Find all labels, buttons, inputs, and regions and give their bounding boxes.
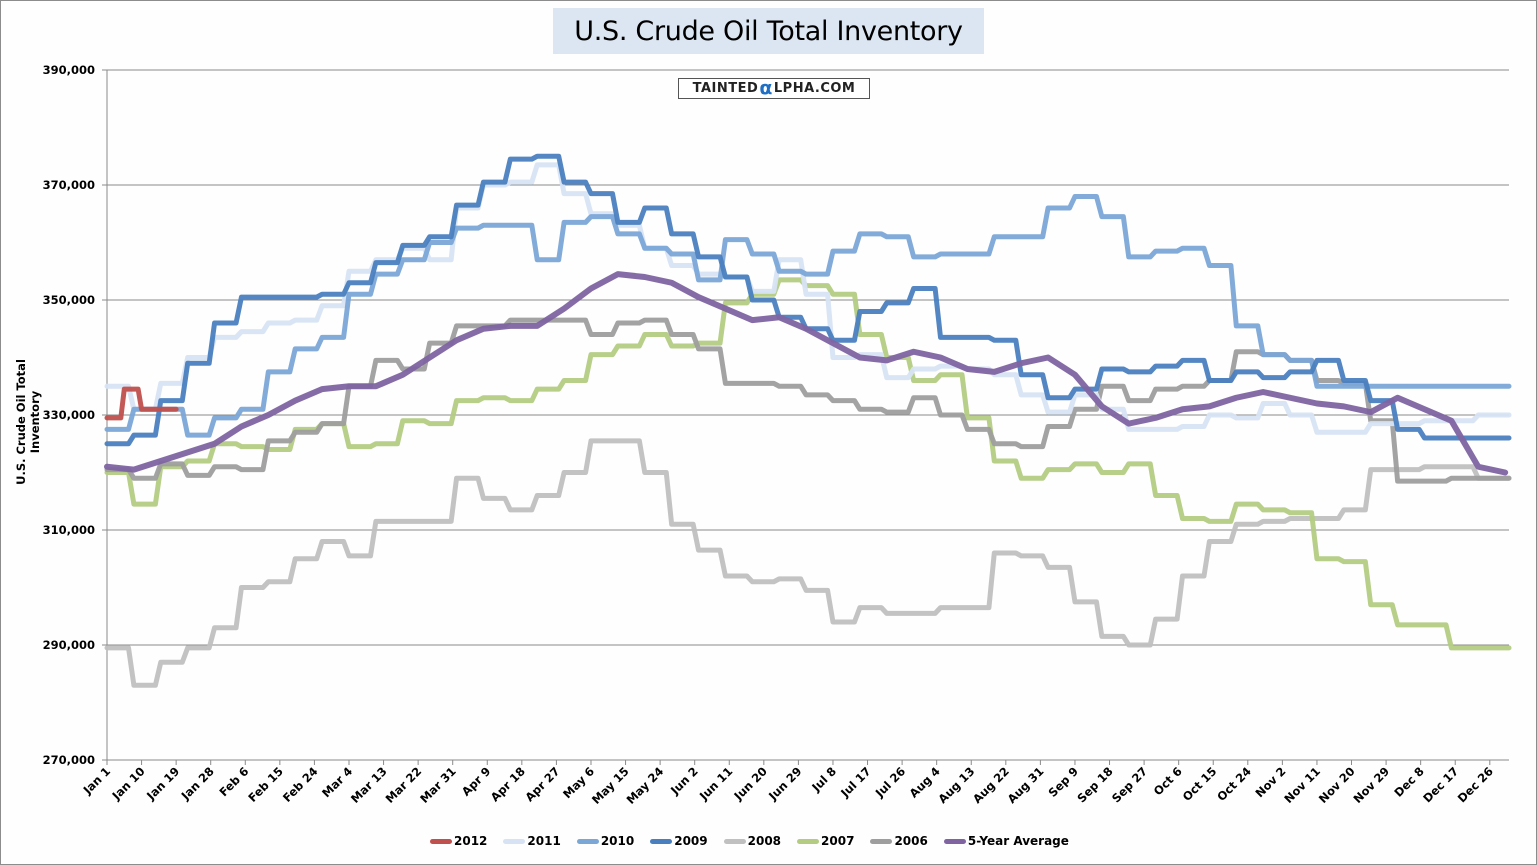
legend-swatch	[650, 838, 673, 844]
y-tick-label: 370,000	[43, 178, 95, 192]
y-tick-labels: 270,000 290,000 310,000 330,000 350,000 370,0…	[43, 63, 95, 767]
legend-label: 2006	[894, 834, 928, 848]
x-tick-label: Jul 8	[808, 764, 839, 795]
y-tick-label: 270,000	[43, 753, 95, 767]
legend-item: 2012	[430, 834, 487, 848]
x-tick-label: Jan 28	[178, 764, 217, 803]
legend-label: 2010	[600, 834, 635, 848]
x-tick-label: Mar 31	[417, 764, 459, 806]
x-tick-label: Jul 17	[837, 764, 873, 800]
legend-label: 2012	[454, 834, 488, 848]
legend-item: 2010	[576, 834, 635, 848]
y-tick-label: 350,000	[43, 293, 95, 307]
x-tick-label: Nov 11	[1281, 764, 1323, 806]
logo-text-left: TAINTED	[692, 81, 759, 96]
axes	[102, 69, 1509, 765]
legend-swatch	[576, 838, 599, 844]
y-tick-label: 310,000	[43, 523, 95, 537]
x-tick-label: Mar 13	[348, 764, 390, 806]
x-tick-label: May 15	[589, 764, 632, 807]
series-line-2010	[104, 194, 1512, 438]
legend-item: 2007	[797, 834, 854, 848]
x-tick-label: Jun 11	[696, 764, 735, 803]
logo-text-right: LPHA.COM	[773, 81, 856, 96]
legend-swatch	[797, 838, 820, 844]
series-layer	[104, 153, 1512, 688]
x-tick-label: Sep 18	[1074, 764, 1115, 805]
chart-title-box: U.S. Crude Oil Total Inventory	[553, 8, 984, 54]
legend-item: 2011	[503, 834, 561, 848]
x-tick-label: Aug 31	[1005, 764, 1047, 806]
x-tick-label: Dec 26	[1455, 764, 1496, 805]
legend-swatch	[723, 838, 746, 844]
x-tick-label: Aug 13	[935, 764, 977, 806]
x-tick-label: Nov 20	[1316, 764, 1358, 806]
alpha-icon: α	[759, 77, 773, 99]
legend-label: 5-Year Average	[967, 834, 1069, 848]
legend-item: 2008	[723, 834, 782, 848]
x-tick-label: Apr 27	[522, 764, 562, 804]
x-tick-label: Jan 19	[143, 764, 182, 803]
x-tick-label: Nov 29	[1350, 764, 1392, 806]
x-tick-label: May 24	[624, 764, 667, 807]
watermark-logo: TAINTED α LPHA.COM	[678, 78, 870, 99]
x-tick-label: Apr 18	[488, 764, 528, 804]
x-tick-label: Oct 15	[1180, 764, 1220, 804]
legend-item: 5-Year Average	[943, 834, 1069, 848]
legend-label: 2008	[747, 834, 782, 848]
series-line-2008	[104, 438, 1512, 688]
legend-swatch	[430, 838, 452, 844]
x-tick-label: Dec 17	[1420, 764, 1461, 805]
x-tick-label: Feb 24	[280, 764, 321, 805]
y-tick-label: 330,000	[43, 408, 95, 422]
y-tick-label: 290,000	[43, 638, 95, 652]
y-tick-label: 390,000	[43, 63, 95, 77]
legend-swatch	[943, 838, 966, 844]
series-line-2012	[104, 386, 179, 421]
x-tick-label: Oct 24	[1214, 764, 1254, 804]
x-tick-label: Jan 10	[109, 764, 148, 803]
x-tick-label: Aug 22	[970, 764, 1012, 806]
series-line-5-year-average	[104, 271, 1509, 476]
x-tick-label: Jun 20	[731, 764, 770, 803]
legend-swatch	[503, 838, 526, 844]
x-tick-label: Mar 22	[383, 764, 425, 806]
x-tick-label: Sep 27	[1109, 764, 1150, 805]
x-tick-label: Jul 26	[872, 764, 908, 800]
series-line-2009	[104, 153, 1512, 447]
legend-label: 2007	[821, 834, 855, 848]
chart-title: U.S. Crude Oil Total Inventory	[574, 15, 963, 47]
legend-label: 2009	[674, 834, 708, 848]
series-line-2007	[104, 277, 1512, 651]
x-tick-label: Feb 15	[245, 764, 286, 805]
legend-label: 2011	[527, 834, 561, 848]
legend: 2012 2011 2010 2009 2008 2007 2006 5-Year Avera…	[430, 834, 1085, 848]
x-tick-label: Jun 29	[765, 764, 804, 803]
legend-item: 2009	[650, 834, 708, 848]
gridlines	[107, 69, 1509, 646]
legend-item: 2006	[870, 834, 928, 848]
legend-swatch	[870, 838, 893, 844]
